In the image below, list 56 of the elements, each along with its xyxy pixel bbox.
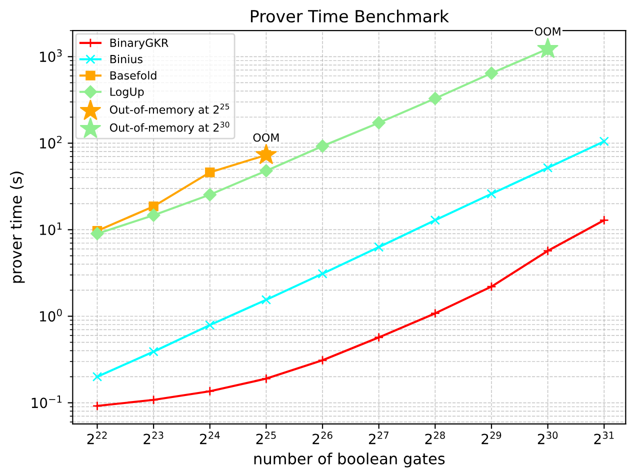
point — [542, 246, 553, 256]
x-tick-label: 2$^{22}$ — [87, 432, 107, 444]
legend-label: Out-of-memory at 2$^{30}$ — [110, 122, 230, 134]
chart-title: Prover Time Benchmark — [250, 10, 449, 23]
point — [428, 92, 442, 106]
y-tick-label: 10$^{3}$ — [40, 49, 62, 62]
point — [146, 208, 160, 222]
point — [261, 374, 272, 384]
x-tick-label: 2$^{30}$ — [538, 432, 558, 444]
point — [599, 136, 609, 146]
point — [205, 386, 215, 396]
y-tick-label: 10$^{0}$ — [40, 308, 62, 322]
x-tick-label: 2$^{25}$ — [256, 432, 276, 444]
annotation: OOM — [534, 27, 560, 36]
point — [261, 294, 272, 305]
x-tick-label: 2$^{23}$ — [144, 432, 164, 444]
point — [205, 320, 215, 330]
legend-label: LogUp — [110, 88, 144, 98]
point — [374, 332, 384, 342]
point — [486, 282, 496, 292]
x-tick-label: 2$^{31}$ — [594, 432, 614, 444]
legend-label: Binius — [110, 54, 142, 64]
point — [203, 188, 216, 202]
point — [318, 268, 328, 279]
point — [430, 308, 440, 318]
point — [148, 395, 158, 405]
x-tick-label: 2$^{26}$ — [312, 432, 332, 444]
point — [374, 242, 384, 252]
point — [148, 202, 158, 212]
x-tick-label: 2$^{28}$ — [425, 432, 445, 444]
point — [318, 355, 328, 366]
point — [486, 188, 496, 199]
point — [92, 401, 102, 411]
point — [92, 372, 102, 382]
point — [316, 140, 330, 153]
x-tick-label: 2$^{24}$ — [200, 432, 220, 444]
y-tick-label: 10$^{−1}$ — [32, 396, 62, 408]
legend-label: Basefold — [110, 71, 156, 80]
y-axis-title: prover time (s) — [10, 172, 25, 283]
point — [205, 168, 215, 178]
legend-label: Out-of-memory at 2$^{25}$ — [110, 104, 230, 116]
point — [430, 215, 440, 226]
x-tick-label: 2$^{27}$ — [368, 432, 388, 444]
y-tick-label: 10$^{1}$ — [40, 222, 62, 236]
point — [90, 227, 104, 240]
x-axis-title: number of boolean gates — [254, 452, 445, 468]
y-tick-label: 10$^{2}$ — [40, 136, 62, 149]
annotation: OOM — [253, 133, 279, 142]
legend-label: BinaryGKR — [110, 38, 168, 50]
point — [148, 346, 158, 356]
point — [542, 162, 553, 173]
point — [372, 116, 386, 130]
point — [484, 66, 498, 80]
x-tick-label: 2$^{29}$ — [482, 432, 502, 444]
point — [260, 164, 273, 178]
point — [599, 215, 609, 226]
